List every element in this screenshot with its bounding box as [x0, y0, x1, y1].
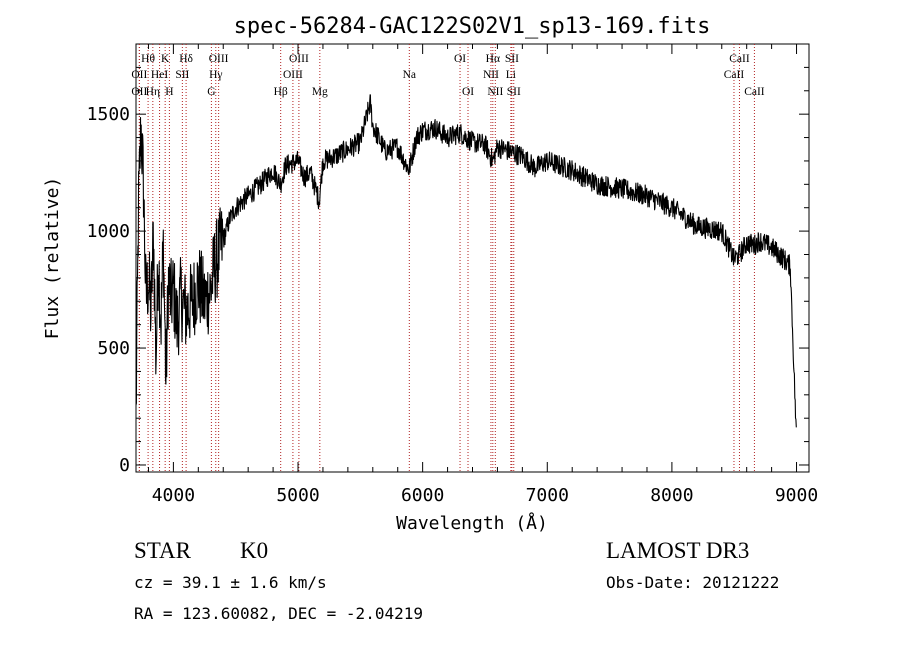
- spectral-line-label: OII: [131, 69, 147, 81]
- spectral-line-label: SII: [507, 86, 521, 98]
- survey-name: LAMOST DR3: [606, 538, 750, 563]
- spectral-line-label: OII: [131, 86, 147, 98]
- x-tick-label: 7000: [526, 485, 569, 506]
- chart-title: spec-56284-GAC122S02V1_sp13-169.fits: [234, 14, 711, 39]
- spectral-line-label: SII: [175, 69, 189, 81]
- spectral-line-label: OI: [454, 53, 466, 65]
- spectral-line-label: Hη: [146, 86, 160, 98]
- spectral-line-label: CaII: [744, 86, 765, 98]
- spectral-line-label: Mg: [312, 86, 328, 98]
- y-tick-label: 0: [119, 455, 130, 476]
- y-tick-label: 500: [97, 338, 130, 359]
- obs-date: Obs-Date: 20121222: [606, 573, 780, 592]
- spectral-line-label: CaII: [724, 69, 745, 81]
- spectral-line-label: Hγ: [209, 69, 222, 81]
- spectral-line-label: Hβ: [274, 86, 288, 98]
- spectral-line-label: Na: [403, 69, 416, 81]
- object-class: STAR: [134, 538, 191, 563]
- spectral-line-label: H: [165, 86, 173, 98]
- spectral-line-label: Li: [506, 69, 516, 81]
- spectral-line-label: OIII: [289, 53, 309, 65]
- spectral-line-label: NII: [487, 86, 503, 98]
- x-tick-label: 9000: [775, 485, 818, 506]
- y-axis-label: Flux (relative): [42, 177, 63, 340]
- spectral-line-label: CaII: [729, 53, 750, 65]
- coordinates-readout: RA = 123.60082, DEC = -2.04219: [134, 604, 423, 623]
- line-marker-group: [138, 44, 755, 472]
- spectral-line-label: Hθ: [141, 53, 155, 65]
- spectral-line-label: OI: [462, 86, 474, 98]
- spectral-line-label: OIII: [283, 69, 303, 81]
- x-tick-label: 6000: [401, 485, 444, 506]
- spectral-line-label: SII: [505, 53, 519, 65]
- spectral-line-label: Hα: [486, 53, 500, 65]
- spectral-line-label: G: [207, 86, 215, 98]
- x-tick-label: 4000: [152, 485, 195, 506]
- spectral-line-label: OIII: [209, 53, 229, 65]
- spectral-line-label: HeI: [151, 69, 168, 81]
- axis-tick-group: 4000 5000 6000 7000 8000 9000 0 500 1000 1500: [87, 44, 818, 506]
- y-tick-label: 1000: [87, 221, 130, 242]
- x-tick-label: 8000: [650, 485, 693, 506]
- spectral-line-label: Hδ: [179, 53, 193, 65]
- x-tick-label: 5000: [276, 485, 319, 506]
- object-subclass: K0: [240, 538, 269, 563]
- spectrum-series-line: [135, 94, 797, 428]
- plot-frame: [135, 43, 810, 473]
- y-tick-label: 1500: [87, 104, 130, 125]
- spectral-line-label: K: [161, 53, 170, 65]
- spectral-line-label: NII: [483, 69, 499, 81]
- x-axis-label: Wavelength (Å): [396, 512, 548, 534]
- redshift-readout: cz = 39.1 ± 1.6 km/s: [134, 573, 327, 592]
